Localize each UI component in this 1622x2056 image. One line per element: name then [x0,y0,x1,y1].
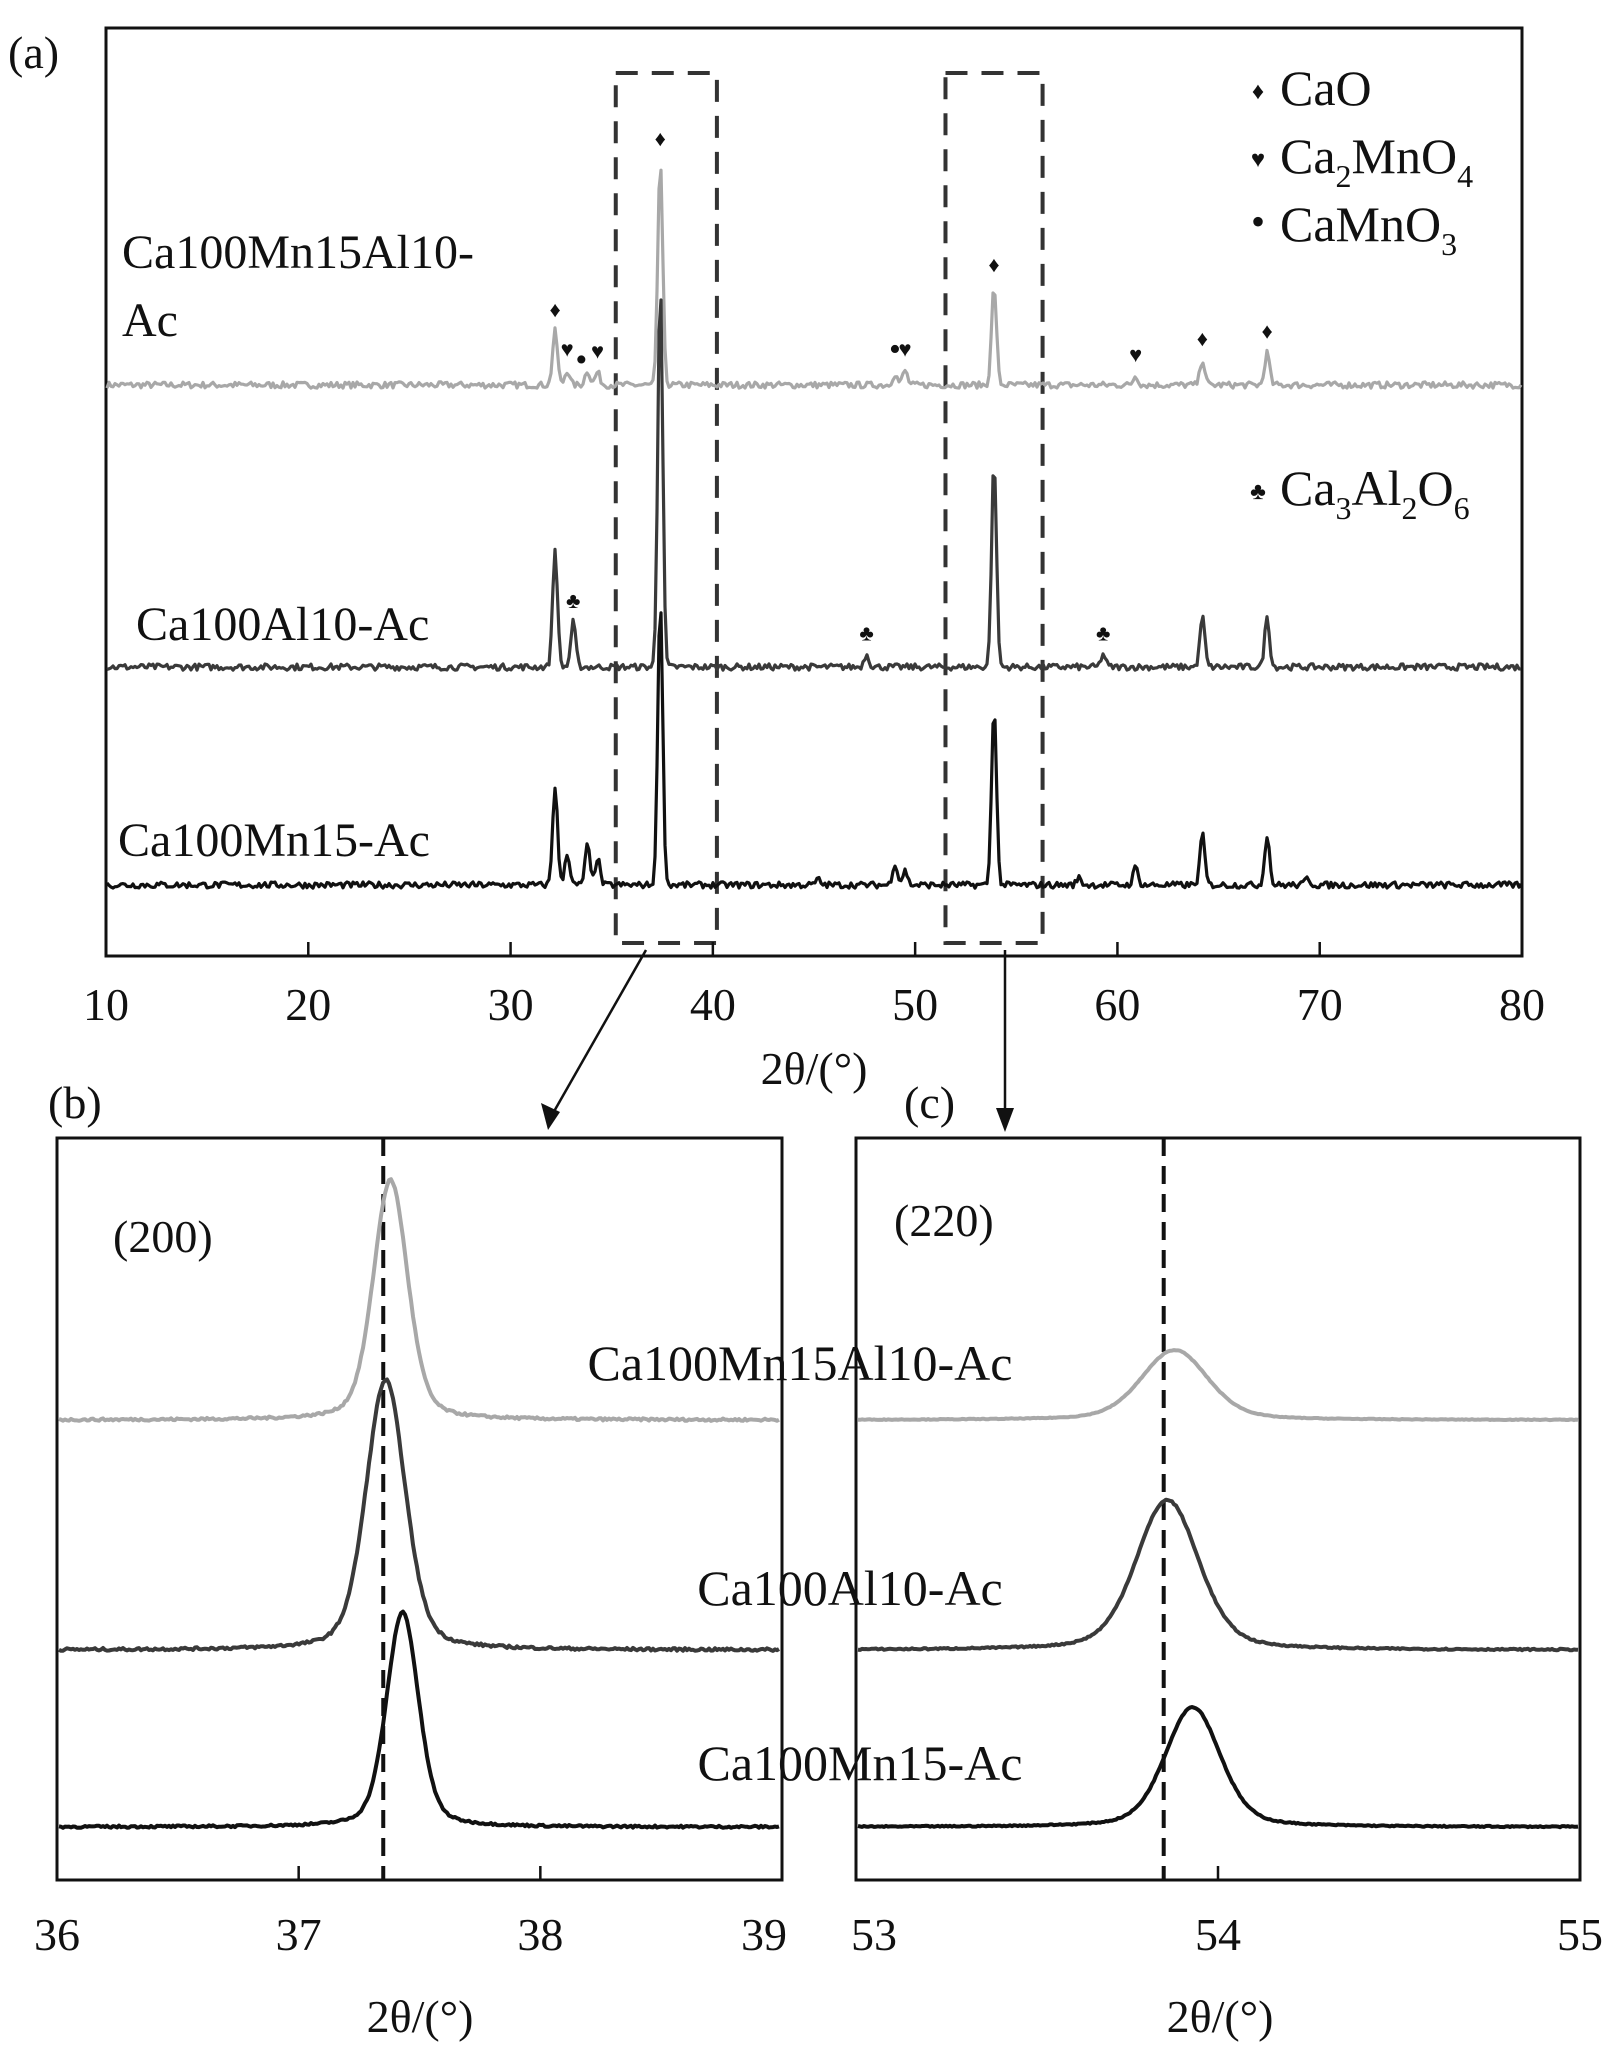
series-c-ca100mn15-ac [857,1705,1579,1830]
series-label-a-ca100al10-ac: Ca100Al10-Ac [136,598,429,651]
phase-marker-10: ♦ [1262,319,1273,344]
legend-symbol-0: ♦ [1252,79,1264,105]
series-label-c-ca100al10-ac: Ca100Al10-Ac [697,1560,1003,1616]
series-c-ca100mn15al10-ac [857,1348,1579,1423]
tick-label-c-54: 54 [1195,1909,1241,1960]
series-label-a-ca100mn15al10-ac: Ca100Mn15Al10-Ac [122,226,474,347]
series-label-c-ca100mn15-ac: Ca100Mn15-Ac [698,1735,1023,1791]
legend-symbol-1: ♥ [1251,147,1265,173]
tick-label-a-70: 70 [1297,979,1343,1030]
phase-marker-9: ♦ [1197,326,1208,351]
panel-b-xlabel: 2θ/(°) [367,1991,474,2042]
phase-marker-0: ♦ [549,297,560,322]
panel-a-frame [104,26,1524,958]
tick-label-b-36: 36 [34,1909,80,1960]
phase-marker-12: ♣ [859,620,873,645]
tick-label-a-50: 50 [892,979,938,1030]
tick-label-b-39: 39 [741,1909,787,1960]
panel-c-annotation: (220) [894,1195,994,1246]
tick-label-b-37: 37 [276,1909,322,1960]
series-a-ca100mn15-ac [105,611,1523,890]
phase-marker-11: ♣ [566,588,580,613]
tick-label-a-30: 30 [488,979,534,1030]
tick-label-a-60: 60 [1094,979,1140,1030]
zoom-box-c [943,71,1045,945]
panel-c-xlabel: 2θ/(°) [1167,1991,1274,2042]
tick-label-a-40: 40 [690,979,736,1030]
panel-a-xrd-full-range: (a) Ca100Mn15Al10-Ac Ca100Al10-Ac Ca100Mn1… [8,26,1545,1132]
series-a-ca100mn15al10-ac [105,168,1523,390]
panel-a-legend: ♦ CaO ♥ Ca2MnO4 • CaMnO3 ♣ Ca3Al2O6 [1250,60,1473,526]
series-a-ca100al10-ac [106,298,1522,672]
series-b-ca100al10-ac [58,1377,781,1653]
panel-b-frame [55,1136,784,1882]
phase-marker-2: • [575,341,587,378]
series-c-ca100al10-ac [857,1497,1579,1653]
phase-marker-8: ♥ [1129,342,1142,367]
tick-label-b-38: 38 [517,1909,563,1960]
tick-label-a-10: 10 [83,979,129,1030]
tick-label-a-20: 20 [285,979,331,1030]
tick-label-c-53: 53 [851,1909,897,1960]
phase-marker-6: ♥ [898,337,911,362]
tick-label-c-55: 55 [1557,1909,1603,1960]
zoom-box-b [613,71,719,945]
tick-label-a-80: 80 [1499,979,1545,1030]
legend-symbol-3: ♣ [1250,479,1266,505]
phase-marker-3: ♥ [591,338,604,363]
legend-entry-3: Ca3Al2O6 [1280,460,1470,526]
series-label-c-ca100mn15al10-ac: Ca100Mn15Al10-Ac [588,1335,1013,1391]
panel-a-xlabel: 2θ/(°) [761,1043,868,1094]
zoom-arrow-b [541,949,648,1130]
series-label-a-ca100mn15-ac: Ca100Mn15-Ac [118,814,430,867]
phase-marker-4: ♦ [655,126,666,151]
panel-a-label: (a) [8,27,59,78]
series-b-ca100mn15al10-ac [58,1177,780,1423]
zoom-arrow-c [996,950,1014,1132]
legend-symbol-2: • [1251,199,1265,244]
legend-entry-0: CaO [1280,60,1372,116]
phase-marker-13: ♣ [1096,620,1110,645]
series-b-ca100mn15-ac [58,1609,780,1830]
panel-b-annotation: (200) [113,1211,213,1262]
phase-marker-1: ♥ [561,337,574,362]
legend-entry-1: Ca2MnO4 [1280,128,1473,194]
phase-marker-7: ♦ [988,252,999,277]
panel-b-200-peak: (b) (200) 36 37 38 39 2θ/(°) [34,1077,787,2042]
panel-b-label: (b) [48,1077,102,1128]
phase-marker-5: • [889,331,901,368]
legend-entry-2: CaMnO3 [1280,196,1457,262]
panel-c-label: (c) [904,1077,955,1128]
panel-c-220-peak: (c) (220) Ca100Mn15Al10-Ac Ca100Al10-Ac Ca… [588,1077,1603,2042]
